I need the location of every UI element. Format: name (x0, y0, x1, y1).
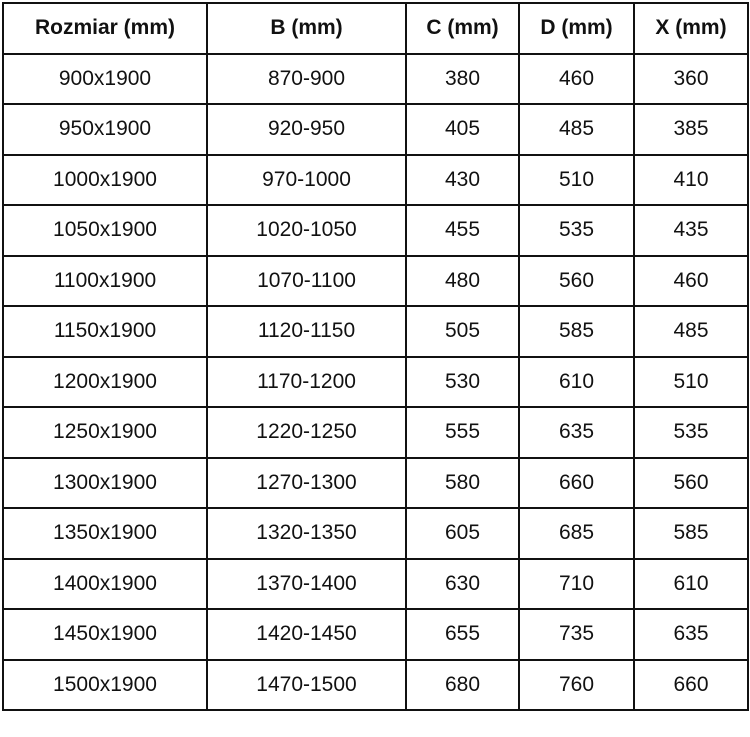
table-row: 1300x1900 1270-1300 580 660 560 (2, 456, 749, 509)
table-cell: 360 (633, 52, 749, 105)
table-cell: 560 (518, 254, 635, 307)
table-cell: 655 (405, 608, 520, 661)
table-cell: 660 (633, 658, 749, 711)
table-cell: 585 (518, 305, 635, 358)
table-cell: 635 (518, 406, 635, 459)
table-cell: 455 (405, 204, 520, 257)
table-cell: 660 (518, 456, 635, 509)
table-cell: 630 (405, 557, 520, 610)
table-cell: 485 (633, 305, 749, 358)
table-cell: 535 (518, 204, 635, 257)
table-cell: 505 (405, 305, 520, 358)
table-cell: 580 (405, 456, 520, 509)
table-cell: 460 (633, 254, 749, 307)
table-cell: 1000x1900 (2, 153, 208, 206)
table-cell: 1220-1250 (206, 406, 407, 459)
table-cell: 460 (518, 52, 635, 105)
column-header: B (mm) (206, 2, 407, 55)
table-cell: 635 (633, 608, 749, 661)
table-row: 1450x1900 1420-1450 655 735 635 (2, 608, 749, 661)
table-cell: 950x1900 (2, 103, 208, 156)
table-cell: 510 (633, 355, 749, 408)
table-cell: 1300x1900 (2, 456, 208, 509)
table-cell: 485 (518, 103, 635, 156)
table-cell: 610 (633, 557, 749, 610)
table-row: 1250x1900 1220-1250 555 635 535 (2, 406, 749, 459)
table-cell: 1020-1050 (206, 204, 407, 257)
column-header: C (mm) (405, 2, 520, 55)
table-cell: 1470-1500 (206, 658, 407, 711)
table-cell: 920-950 (206, 103, 407, 156)
table-cell: 380 (405, 52, 520, 105)
table-cell: 870-900 (206, 52, 407, 105)
table-cell: 480 (405, 254, 520, 307)
table-cell: 1070-1100 (206, 254, 407, 307)
table-row: 900x1900 870-900 380 460 360 (2, 52, 749, 105)
table-cell: 710 (518, 557, 635, 610)
table-cell: 1450x1900 (2, 608, 208, 661)
table-cell: 970-1000 (206, 153, 407, 206)
column-header: Rozmiar (mm) (2, 2, 208, 55)
table-cell: 735 (518, 608, 635, 661)
table-cell: 560 (633, 456, 749, 509)
table-row: 1150x1900 1120-1150 505 585 485 (2, 305, 749, 358)
table-cell: 430 (405, 153, 520, 206)
column-header: X (mm) (633, 2, 749, 55)
table-cell: 1370-1400 (206, 557, 407, 610)
column-header: D (mm) (518, 2, 635, 55)
table-cell: 1170-1200 (206, 355, 407, 408)
table-row: 1500x1900 1470-1500 680 760 660 (2, 658, 749, 711)
table-cell: 530 (405, 355, 520, 408)
table-cell: 555 (405, 406, 520, 459)
table-row: 1000x1900 970-1000 430 510 410 (2, 153, 749, 206)
table-cell: 410 (633, 153, 749, 206)
table-cell: 435 (633, 204, 749, 257)
table-cell: 1150x1900 (2, 305, 208, 358)
table-cell: 1100x1900 (2, 254, 208, 307)
table-cell: 1270-1300 (206, 456, 407, 509)
table-cell: 680 (405, 658, 520, 711)
table-row: 1050x1900 1020-1050 455 535 435 (2, 204, 749, 257)
table-cell: 405 (405, 103, 520, 156)
table-cell: 610 (518, 355, 635, 408)
table-cell: 1350x1900 (2, 507, 208, 560)
table-row: 950x1900 920-950 405 485 385 (2, 103, 749, 156)
table-cell: 760 (518, 658, 635, 711)
table-cell: 685 (518, 507, 635, 560)
table-row: 1350x1900 1320-1350 605 685 585 (2, 507, 749, 560)
table-cell: 1420-1450 (206, 608, 407, 661)
table-row: 1400x1900 1370-1400 630 710 610 (2, 557, 749, 610)
table-cell: 1050x1900 (2, 204, 208, 257)
header-row: Rozmiar (mm) B (mm) C (mm) D (mm) X (mm) (2, 2, 749, 55)
table-cell: 510 (518, 153, 635, 206)
table-cell: 1250x1900 (2, 406, 208, 459)
table-cell: 1120-1150 (206, 305, 407, 358)
table-cell: 385 (633, 103, 749, 156)
table-cell: 1320-1350 (206, 507, 407, 560)
table-cell: 535 (633, 406, 749, 459)
table-cell: 605 (405, 507, 520, 560)
table-cell: 1400x1900 (2, 557, 208, 610)
table-row: 1100x1900 1070-1100 480 560 460 (2, 254, 749, 307)
table-cell: 1200x1900 (2, 355, 208, 408)
table-cell: 1500x1900 (2, 658, 208, 711)
table-cell: 585 (633, 507, 749, 560)
table-cell: 900x1900 (2, 52, 208, 105)
table-row: 1200x1900 1170-1200 530 610 510 (2, 355, 749, 408)
dimensions-table: Rozmiar (mm) B (mm) C (mm) D (mm) X (mm) 900… (2, 2, 749, 711)
